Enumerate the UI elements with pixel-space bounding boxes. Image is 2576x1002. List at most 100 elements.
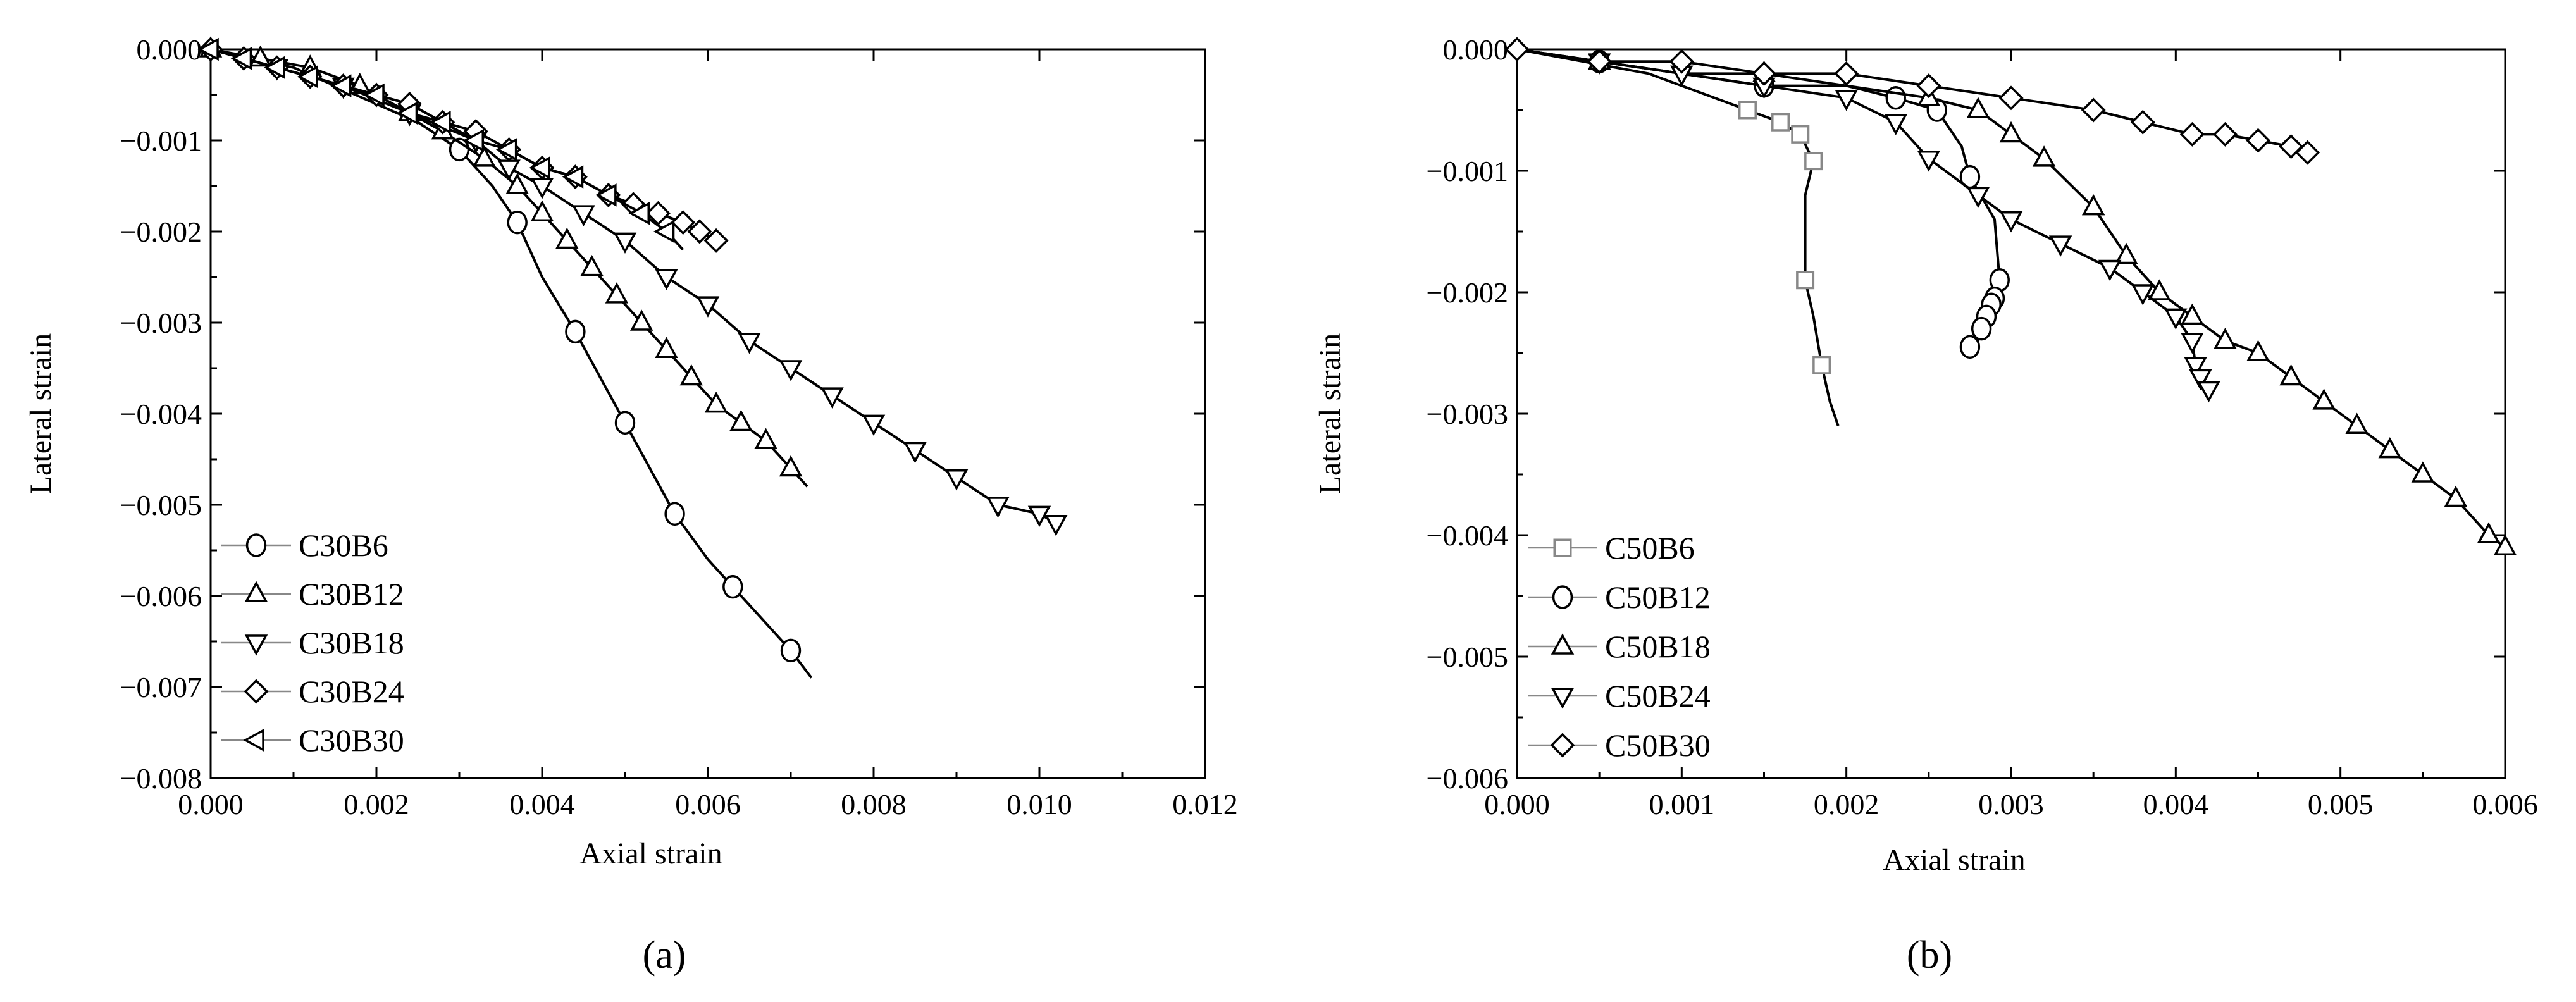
data-point bbox=[363, 83, 385, 107]
x-axis-title: Axial strain bbox=[579, 837, 722, 870]
data-point bbox=[462, 128, 485, 152]
data-point bbox=[1771, 113, 1790, 132]
data-point bbox=[986, 497, 1010, 518]
panel-label: (b) bbox=[1907, 934, 1952, 977]
y-tick-label: 0.000 bbox=[1443, 34, 1509, 66]
data-point bbox=[1917, 151, 1941, 172]
data-point bbox=[1669, 49, 1694, 74]
legend-label: C30B12 bbox=[299, 576, 404, 612]
data-point bbox=[903, 442, 927, 464]
x-tick-label: 0.010 bbox=[1006, 788, 1072, 820]
legend-label: C30B30 bbox=[299, 722, 404, 758]
series-C50B24 bbox=[1516, 48, 2220, 403]
data-point bbox=[580, 254, 604, 276]
y-tick-label: −0.008 bbox=[120, 762, 202, 795]
data-point bbox=[1812, 356, 1831, 374]
chart-panel-a: 0.000 0.002 0.004 0.006 0.008 0.010 0.012 0.000… bbox=[24, 34, 1238, 977]
data-point bbox=[1999, 211, 2023, 233]
data-point bbox=[1791, 125, 1810, 144]
legend-label: C50B18 bbox=[1605, 629, 1711, 664]
data-point bbox=[722, 574, 743, 599]
data-point bbox=[2279, 364, 2303, 386]
data-point bbox=[2181, 332, 2204, 354]
series-C30B30 bbox=[197, 37, 684, 251]
data-point bbox=[1884, 114, 1908, 135]
data-point bbox=[530, 200, 554, 222]
y-tick-label: 0.000 bbox=[137, 34, 202, 66]
plot-frame bbox=[209, 48, 1206, 779]
data-point bbox=[1804, 152, 1823, 171]
data-point bbox=[2295, 140, 2320, 165]
data-point bbox=[2246, 340, 2270, 361]
data-point bbox=[1971, 316, 1992, 341]
x-tick-label: 0.005 bbox=[2308, 788, 2374, 820]
legend-marker bbox=[1551, 633, 1575, 655]
data-point bbox=[1916, 73, 1941, 99]
series-line bbox=[210, 48, 684, 251]
data-point bbox=[738, 332, 761, 354]
data-point bbox=[330, 74, 352, 97]
y-tick-label: −0.005 bbox=[1427, 641, 1508, 673]
x-tick-label: 0.004 bbox=[509, 788, 575, 820]
y-tick-label: −0.006 bbox=[1427, 762, 1508, 795]
data-point bbox=[230, 47, 252, 70]
data-point bbox=[671, 210, 696, 235]
legend-marker bbox=[1550, 733, 1575, 758]
data-point bbox=[2378, 436, 2402, 459]
data-point bbox=[2032, 145, 2056, 167]
series-C30B12 bbox=[199, 36, 808, 488]
data-point bbox=[2246, 128, 2270, 153]
data-point bbox=[664, 502, 685, 526]
data-point bbox=[562, 165, 584, 189]
chart-panel-b: 0.000 0.001 0.002 0.003 0.004 0.005 0.006 0.000… bbox=[1313, 34, 2538, 977]
data-point bbox=[2164, 308, 2188, 330]
y-tick-label: −0.007 bbox=[120, 671, 202, 703]
x-tick-label: 0.006 bbox=[2472, 788, 2538, 820]
data-point bbox=[862, 414, 886, 436]
data-point bbox=[595, 183, 617, 207]
data-point bbox=[1587, 49, 1612, 74]
data-point bbox=[729, 409, 753, 431]
data-point bbox=[779, 455, 803, 477]
legend-marker bbox=[1552, 585, 1573, 609]
y-tick-label: −0.002 bbox=[120, 216, 202, 248]
legend: C50B6 C50B12 C50B18 C50B24 C50B30 bbox=[1528, 530, 1711, 763]
data-point bbox=[530, 178, 554, 199]
data-point bbox=[430, 110, 451, 134]
y-tick-label: −0.001 bbox=[1427, 155, 1508, 187]
data-point bbox=[696, 296, 720, 318]
series-C50B30 bbox=[1504, 37, 2320, 165]
y-tick-label: −0.006 bbox=[120, 580, 202, 612]
data-point bbox=[653, 220, 675, 244]
data-point bbox=[1738, 101, 1757, 120]
legend-label: C50B30 bbox=[1605, 727, 1711, 763]
data-point bbox=[2345, 412, 2369, 435]
data-point bbox=[605, 282, 629, 304]
data-point bbox=[2098, 259, 2122, 281]
y-tick-label: −0.002 bbox=[1427, 276, 1508, 309]
data-point bbox=[2212, 121, 2238, 147]
data-point bbox=[687, 219, 712, 244]
data-point bbox=[613, 232, 637, 254]
y-tick-label: −0.001 bbox=[120, 125, 202, 157]
legend-marker bbox=[1551, 688, 1575, 709]
data-point bbox=[1044, 514, 1068, 536]
data-point bbox=[2444, 485, 2468, 507]
data-point bbox=[2411, 461, 2435, 483]
data-point bbox=[2312, 388, 2336, 410]
legend-marker bbox=[245, 533, 267, 557]
data-point bbox=[264, 56, 285, 80]
data-point bbox=[679, 364, 703, 386]
data-point bbox=[473, 145, 496, 167]
data-point bbox=[529, 156, 550, 180]
legend-label: C30B18 bbox=[299, 625, 404, 660]
data-point bbox=[944, 469, 969, 491]
data-point bbox=[1966, 97, 1990, 118]
data-point bbox=[505, 173, 529, 194]
data-point bbox=[1796, 271, 1815, 290]
series-line bbox=[1516, 48, 2210, 390]
y-tick-label: −0.004 bbox=[120, 398, 202, 430]
legend-marker bbox=[244, 634, 268, 656]
data-point bbox=[2197, 381, 2220, 403]
data-point bbox=[2048, 235, 2072, 257]
